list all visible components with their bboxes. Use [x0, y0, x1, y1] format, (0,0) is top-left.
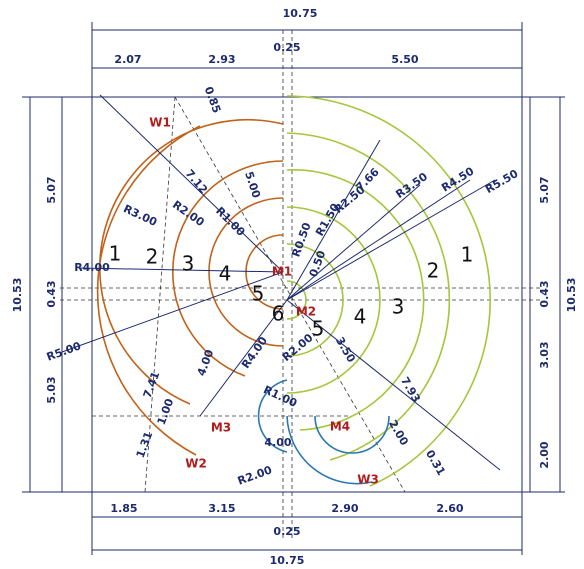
blue-arcs: [257, 379, 390, 485]
radius-label: R5.00: [45, 339, 83, 364]
dim-label: 7.66: [353, 165, 382, 194]
radius-label: R2.00: [236, 463, 274, 488]
orange-spiral: [96, 119, 284, 456]
region-number: 5: [252, 282, 265, 306]
region-number: 2: [146, 245, 159, 269]
radius-label: R3.50: [393, 170, 430, 201]
dim-label: 5.00: [242, 170, 263, 200]
dim-label: 4.00: [264, 436, 291, 449]
dim-label: 2.93: [208, 53, 235, 66]
radius-label: R5.50: [483, 167, 521, 196]
lower-labels: 7.41 4.00 1.00 1.31 R4.00 R2.00 3.50 7.9…: [134, 331, 448, 488]
dimension-lines: [22, 22, 565, 555]
dim-label: 1.85: [110, 502, 137, 515]
point-label: M3: [211, 421, 231, 435]
frame-lines: [60, 30, 540, 540]
green-spiral: [286, 95, 492, 487]
region-number: 1: [109, 242, 122, 266]
dim-label: 2.00: [538, 441, 551, 468]
dim-label: 4.00: [195, 348, 217, 378]
dim-label: 10.75: [270, 554, 305, 567]
dim-label: 0.85: [202, 85, 223, 115]
radius-label: R2.00: [170, 198, 207, 229]
dim-label: 1.31: [134, 430, 155, 460]
bottom-dims: 1.85 3.15 0.25 2.90 2.60 10.75: [110, 502, 463, 567]
dim-label: 2.60: [436, 502, 463, 515]
point-label: M2: [296, 305, 316, 319]
dim-label: 3.50: [333, 335, 358, 365]
point-label: W2: [185, 457, 207, 471]
top-dims: 10.75 0.25 2.07 2.93 5.50 0.85: [114, 7, 418, 115]
dim-label: 0.25: [273, 525, 300, 538]
radius-lines: [61, 94, 501, 471]
dim-label: 2.90: [331, 502, 358, 515]
radius-label: R0.50: [289, 221, 314, 259]
dim-label: 0.25: [273, 41, 300, 54]
dim-label: 1.00: [155, 397, 177, 427]
radius-label: R4.00: [74, 261, 110, 274]
radius-label: R2.00: [280, 331, 316, 364]
dim-label: 0.43: [538, 280, 551, 307]
point-label: W3: [357, 473, 379, 487]
dim-label: 2.07: [114, 53, 141, 66]
point-label: M4: [330, 420, 350, 434]
region-number: 4: [219, 262, 232, 286]
dim-label: 10.75: [283, 7, 318, 20]
dim-label: 5.50: [391, 53, 418, 66]
dim-label: 5.07: [538, 176, 551, 203]
points: W1 W2 W3 M1 M2 M3 M4: [149, 116, 379, 487]
dim-label: 2.00: [386, 418, 411, 448]
point-label: W1: [149, 116, 171, 130]
region-number: 5: [312, 317, 325, 341]
regions: 1 2 3 4 5 6 5 4 3 2 1: [109, 242, 474, 341]
radius-label: R1.00: [261, 383, 299, 410]
dim-label: 0.43: [45, 280, 58, 307]
region-number: 6: [272, 302, 285, 326]
region-number: 4: [354, 305, 367, 329]
radius-label: R4.00: [239, 334, 270, 371]
dim-label: 5.07: [45, 176, 58, 203]
dim-label: 10.53: [565, 278, 578, 313]
dim-label: 5.03: [45, 376, 58, 403]
radius-label: 0.50: [307, 249, 329, 279]
radius-label: R3.00: [121, 202, 159, 229]
dim-label: 10.53: [11, 278, 24, 313]
left-dims: 10.53 5.07 0.43 5.03: [11, 176, 58, 403]
region-number: 1: [461, 243, 474, 267]
dim-label: 0.31: [423, 448, 448, 478]
dim-label: 7.93: [398, 375, 423, 405]
region-number: 2: [427, 259, 440, 283]
point-label: M1: [272, 265, 292, 279]
right-dims: 5.07 10.53 0.43 3.03 2.00: [538, 176, 578, 468]
region-number: 3: [392, 295, 405, 319]
dim-label: 3.03: [538, 341, 551, 368]
region-number: 3: [182, 252, 195, 276]
dim-label: 3.15: [208, 502, 235, 515]
